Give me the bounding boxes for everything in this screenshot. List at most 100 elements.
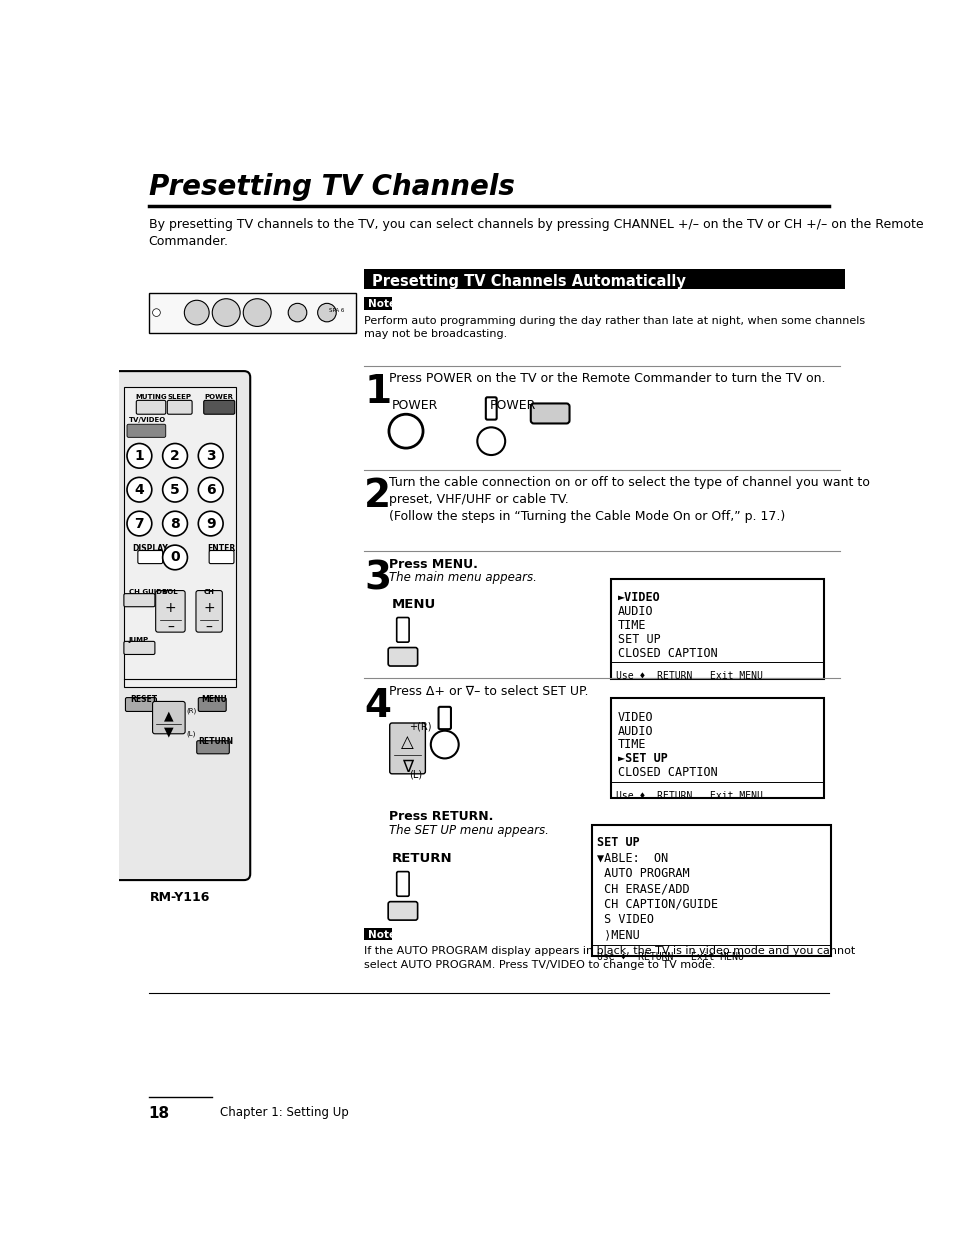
Text: ►SET UP: ►SET UP	[617, 752, 667, 766]
Text: Turn the cable connection on or off to select the type of channel you want to
pr: Turn the cable connection on or off to s…	[389, 475, 869, 523]
FancyBboxPatch shape	[125, 698, 156, 712]
Text: CH CAPTION/GUIDE: CH CAPTION/GUIDE	[596, 898, 717, 911]
Text: SLEEP: SLEEP	[168, 394, 192, 400]
FancyBboxPatch shape	[390, 723, 425, 774]
Circle shape	[184, 300, 209, 325]
Bar	[611, 579, 823, 679]
Circle shape	[198, 444, 223, 468]
Text: 1: 1	[364, 373, 391, 412]
Text: POWER: POWER	[205, 394, 233, 400]
Text: ENTER: ENTER	[207, 544, 235, 553]
Text: RETURN: RETURN	[392, 852, 453, 866]
Text: TV/VIDEO: TV/VIDEO	[129, 418, 166, 423]
Text: (L): (L)	[186, 731, 195, 737]
Text: 7: 7	[134, 517, 144, 530]
Text: POWER: POWER	[489, 399, 536, 412]
Text: Use ♦  RETURN   Exit MENU: Use ♦ RETURN Exit MENU	[596, 952, 742, 962]
FancyBboxPatch shape	[388, 902, 417, 921]
FancyBboxPatch shape	[388, 648, 417, 666]
Circle shape	[243, 299, 271, 327]
Text: CLOSED CAPTION: CLOSED CAPTION	[617, 647, 717, 659]
FancyBboxPatch shape	[195, 590, 222, 632]
Text: POWER: POWER	[392, 399, 438, 412]
Text: ▼ABLE:  ON: ▼ABLE: ON	[596, 852, 667, 864]
Text: Chapter 1: Setting Up: Chapter 1: Setting Up	[220, 1106, 349, 1120]
Text: RM-Y116: RM-Y116	[150, 891, 210, 904]
Text: Press Δ+ or ∇– to select SET UP.: Press Δ+ or ∇– to select SET UP.	[389, 686, 588, 698]
Bar	[364, 928, 392, 941]
Text: ▼: ▼	[164, 726, 173, 738]
Text: Note: Note	[368, 929, 395, 940]
Bar	[364, 269, 843, 289]
FancyBboxPatch shape	[485, 398, 497, 419]
FancyBboxPatch shape	[155, 590, 185, 632]
FancyBboxPatch shape	[198, 698, 226, 712]
Circle shape	[127, 512, 152, 535]
Text: –: –	[167, 620, 173, 634]
Circle shape	[389, 414, 422, 448]
Text: ▲: ▲	[164, 709, 173, 723]
Text: +: +	[203, 602, 214, 615]
Text: 6: 6	[206, 483, 215, 497]
Text: SPA 6: SPA 6	[329, 308, 344, 313]
Text: △: △	[401, 733, 414, 752]
FancyBboxPatch shape	[167, 400, 192, 414]
Text: ►VIDEO: ►VIDEO	[617, 592, 659, 604]
FancyBboxPatch shape	[124, 594, 154, 607]
Text: CLOSED CAPTION: CLOSED CAPTION	[617, 766, 717, 779]
Text: 3: 3	[364, 559, 391, 598]
Text: SET UP: SET UP	[596, 836, 639, 849]
FancyBboxPatch shape	[127, 424, 166, 438]
Circle shape	[198, 512, 223, 535]
Circle shape	[162, 444, 187, 468]
FancyBboxPatch shape	[530, 404, 569, 424]
Text: VOL: VOL	[162, 589, 178, 595]
Circle shape	[317, 303, 335, 322]
Text: 4: 4	[364, 687, 391, 724]
Circle shape	[288, 303, 307, 322]
Text: DISPLAY: DISPLAY	[132, 544, 168, 553]
Text: The main menu appears.: The main menu appears.	[389, 572, 537, 584]
Text: RETURN: RETURN	[198, 737, 233, 746]
Text: (R): (R)	[186, 708, 196, 714]
Text: Presetting TV Channels Automatically: Presetting TV Channels Automatically	[372, 274, 685, 289]
Text: S VIDEO: S VIDEO	[596, 913, 653, 926]
Text: 0: 0	[170, 550, 180, 564]
Text: MENU: MENU	[392, 598, 436, 612]
Circle shape	[212, 299, 240, 327]
FancyBboxPatch shape	[209, 550, 233, 564]
FancyBboxPatch shape	[396, 618, 409, 642]
Text: CH: CH	[204, 589, 214, 595]
Text: 8: 8	[170, 517, 180, 530]
Text: Note: Note	[368, 299, 395, 309]
Text: JUMP: JUMP	[129, 637, 149, 643]
Text: –: –	[206, 620, 213, 634]
Text: MUTING: MUTING	[135, 394, 167, 400]
Text: ∇: ∇	[401, 758, 413, 776]
Bar	[592, 826, 830, 956]
Text: VIDEO: VIDEO	[617, 711, 653, 723]
Text: ⟩MENU: ⟩MENU	[596, 928, 639, 942]
Text: Use ♦  RETURN   Exit MENU: Use ♦ RETURN Exit MENU	[616, 672, 762, 682]
Text: SET UP: SET UP	[617, 633, 659, 646]
Text: Use ♦  RETURN   Exit MENU: Use ♦ RETURN Exit MENU	[616, 791, 762, 801]
Text: (L): (L)	[409, 769, 422, 779]
Bar	[124, 387, 236, 687]
Circle shape	[162, 478, 187, 502]
Text: Perform auto programming during the day rather than late at night, when some cha: Perform auto programming during the day …	[364, 315, 864, 339]
Text: Press POWER on the TV or the Remote Commander to turn the TV on.: Press POWER on the TV or the Remote Comm…	[389, 372, 824, 385]
Circle shape	[162, 545, 187, 569]
Circle shape	[127, 478, 152, 502]
FancyBboxPatch shape	[196, 741, 229, 754]
Text: AUTO PROGRAM: AUTO PROGRAM	[596, 867, 689, 879]
Text: 1: 1	[134, 449, 144, 463]
Text: By presetting TV channels to the TV, you can select channels by pressing CHANNEL: By presetting TV channels to the TV, you…	[149, 218, 923, 248]
Circle shape	[198, 478, 223, 502]
Circle shape	[476, 428, 505, 455]
Circle shape	[431, 731, 458, 758]
Text: AUDIO: AUDIO	[617, 724, 653, 738]
Text: 9: 9	[206, 517, 215, 530]
Text: TIME: TIME	[617, 619, 645, 632]
Text: If the AUTO PROGRAM display appears in black, the TV is in video mode and you ca: If the AUTO PROGRAM display appears in b…	[364, 946, 855, 970]
Bar	[611, 698, 823, 798]
